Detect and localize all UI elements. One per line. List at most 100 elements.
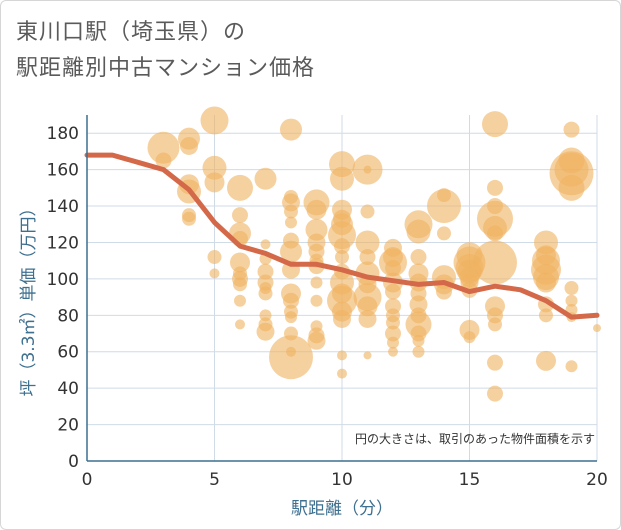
x-tick-label: 10 (331, 470, 353, 490)
data-bubble (155, 152, 172, 169)
data-bubble (385, 259, 401, 276)
data-bubble (335, 250, 349, 265)
data-bubble (385, 283, 401, 300)
data-bubble (593, 324, 601, 333)
data-bubble (539, 308, 553, 323)
data-bubble (463, 331, 476, 344)
y-tick-label: 100 (47, 270, 79, 290)
data-bubble (337, 368, 347, 379)
chart-title-line1: 東川口駅（埼玉県）の (16, 20, 247, 45)
y-axis-label: 坪（3.3㎡）単価（万円） (19, 199, 39, 396)
x-tick-label: 5 (209, 470, 220, 490)
data-bubble (410, 249, 427, 266)
y-tick-label: 60 (57, 343, 79, 363)
data-bubble (232, 207, 248, 224)
data-bubble (230, 252, 250, 273)
data-bubble (233, 277, 247, 292)
data-bubble (180, 136, 198, 155)
data-bubble (412, 334, 425, 347)
data-bubble (487, 225, 503, 242)
x-tick-label: 20 (586, 470, 608, 490)
data-bubble (565, 294, 578, 307)
axes: 0 20 40 60 80 100 120 140 160 180 0 5 10 15 20 (47, 115, 608, 490)
data-bubble (488, 317, 502, 332)
data-bubble (204, 172, 225, 193)
data-bubble (355, 230, 380, 255)
bubble-layer (147, 106, 601, 402)
y-tick-label: 20 (57, 416, 79, 436)
data-bubble (482, 111, 508, 138)
data-bubble (487, 179, 503, 196)
data-bubble (359, 249, 376, 266)
data-bubble (284, 204, 298, 219)
chart-title-line2: 駅距離別中古マンション価格 (16, 56, 316, 81)
data-bubble (406, 219, 431, 244)
x-axis-label: 駅距離（分） (291, 499, 393, 519)
trend-line (84, 152, 600, 320)
data-bubble (427, 189, 461, 224)
data-bubble (363, 351, 372, 360)
data-bubble (202, 155, 227, 180)
data-bubble (147, 131, 180, 164)
data-bubble (385, 325, 401, 342)
y-tick-label: 40 (57, 379, 79, 399)
data-bubble (563, 121, 580, 138)
x-tick-label: 15 (459, 470, 481, 490)
data-bubble (363, 165, 372, 174)
data-bubble (473, 240, 517, 285)
data-bubble (412, 345, 425, 358)
data-bubble (333, 309, 351, 328)
data-bubble (334, 238, 350, 255)
data-bubble (388, 346, 398, 357)
data-bubble (260, 239, 271, 250)
data-bubble (558, 174, 585, 201)
data-bubble (536, 350, 556, 371)
data-bubble (283, 292, 299, 309)
data-bubble (387, 336, 399, 349)
data-bubble (200, 106, 229, 135)
data-bubble (209, 268, 220, 279)
data-bubble (330, 166, 354, 191)
data-bubble (337, 350, 347, 361)
data-bubble (487, 354, 503, 371)
y-tick-label: 120 (47, 233, 79, 253)
data-bubble (565, 360, 578, 373)
y-tick-label: 180 (47, 124, 79, 144)
data-bubble (487, 385, 503, 402)
data-bubble (357, 296, 378, 317)
y-tick-label: 80 (57, 306, 79, 326)
data-bubble (328, 221, 356, 250)
data-bubble (285, 311, 297, 324)
data-bubble (310, 276, 323, 289)
data-bubble (436, 283, 452, 300)
data-bubble (286, 346, 296, 357)
data-bubble (306, 199, 327, 220)
data-bubble (258, 286, 273, 301)
x-tick-label: 0 (82, 470, 93, 490)
data-bubble (536, 272, 556, 293)
data-bubble (285, 216, 297, 229)
trend-line-layer (84, 152, 600, 320)
data-bubble (207, 250, 222, 265)
data-bubble (386, 315, 400, 330)
y-tick-label: 160 (47, 161, 79, 181)
data-bubble (280, 240, 302, 263)
y-tick-label: 140 (47, 197, 79, 217)
data-bubble (235, 319, 245, 330)
data-bubble (227, 174, 253, 201)
y-tick-label: 0 (68, 452, 79, 472)
data-bubble (305, 218, 328, 241)
data-bubble (280, 118, 302, 141)
data-bubble (256, 322, 275, 341)
data-bubble (234, 294, 246, 307)
data-bubble (564, 281, 579, 295)
data-bubble (269, 335, 313, 380)
data-bubble (310, 294, 323, 307)
data-bubble (437, 226, 451, 241)
data-bubble (182, 211, 196, 226)
data-bubble (254, 167, 277, 190)
data-bubble (358, 309, 377, 328)
data-bubble (307, 331, 326, 350)
bubble-size-note: 円の大きさは、取引のあった物件面積を示す (355, 431, 595, 446)
